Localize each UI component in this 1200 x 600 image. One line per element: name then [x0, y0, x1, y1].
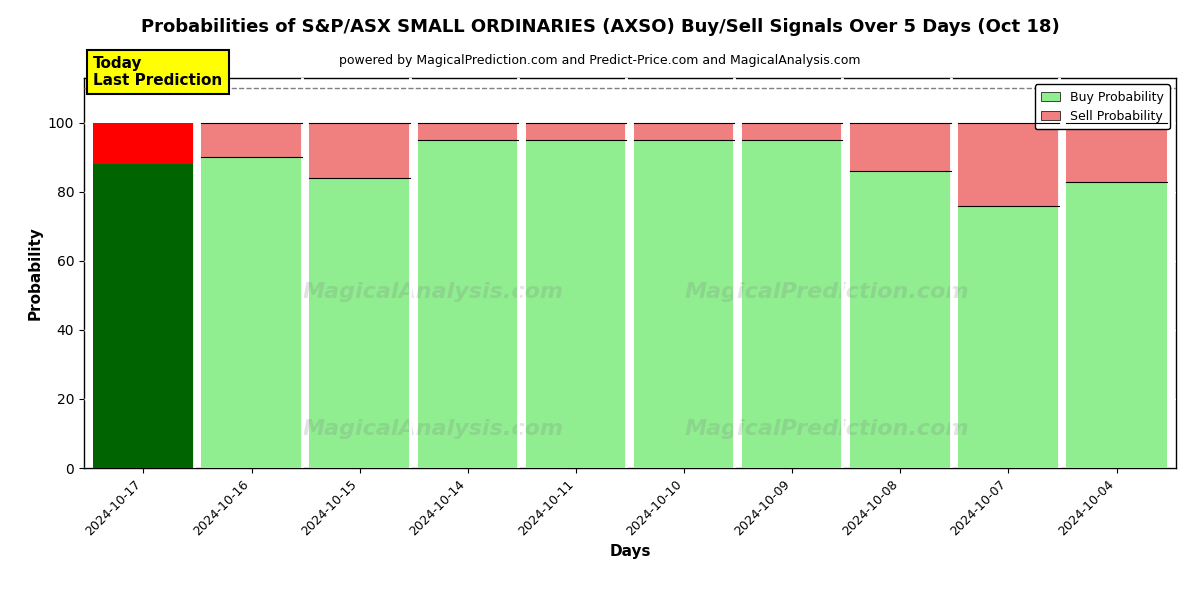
- Text: Today
Last Prediction: Today Last Prediction: [94, 56, 222, 88]
- Bar: [310, 123, 410, 178]
- Text: MagicalAnalysis.com: MagicalAnalysis.com: [302, 283, 564, 302]
- Bar: [418, 140, 518, 468]
- Bar: [94, 123, 193, 164]
- Bar: [526, 123, 626, 140]
- Bar: [202, 123, 302, 157]
- Bar: [526, 140, 626, 468]
- Text: MagicalPrediction.com: MagicalPrediction.com: [684, 283, 968, 302]
- Bar: [310, 178, 410, 468]
- Bar: [94, 164, 193, 468]
- Bar: [742, 140, 842, 468]
- Legend: Buy Probability, Sell Probability: Buy Probability, Sell Probability: [1034, 84, 1170, 129]
- Bar: [850, 171, 950, 468]
- Text: Probabilities of S&P/ASX SMALL ORDINARIES (AXSO) Buy/Sell Signals Over 5 Days (O: Probabilities of S&P/ASX SMALL ORDINARIE…: [140, 18, 1060, 36]
- Text: MagicalAnalysis.com: MagicalAnalysis.com: [302, 419, 564, 439]
- Bar: [634, 123, 734, 140]
- Bar: [742, 123, 842, 140]
- Text: powered by MagicalPrediction.com and Predict-Price.com and MagicalAnalysis.com: powered by MagicalPrediction.com and Pre…: [340, 54, 860, 67]
- Bar: [202, 157, 302, 468]
- Bar: [958, 206, 1058, 468]
- Bar: [850, 123, 950, 171]
- X-axis label: Days: Days: [610, 544, 650, 559]
- Bar: [958, 123, 1058, 206]
- Y-axis label: Probability: Probability: [28, 226, 42, 320]
- Bar: [418, 123, 518, 140]
- Bar: [1067, 182, 1166, 468]
- Bar: [634, 140, 734, 468]
- Text: MagicalPrediction.com: MagicalPrediction.com: [684, 419, 968, 439]
- Bar: [1067, 123, 1166, 182]
